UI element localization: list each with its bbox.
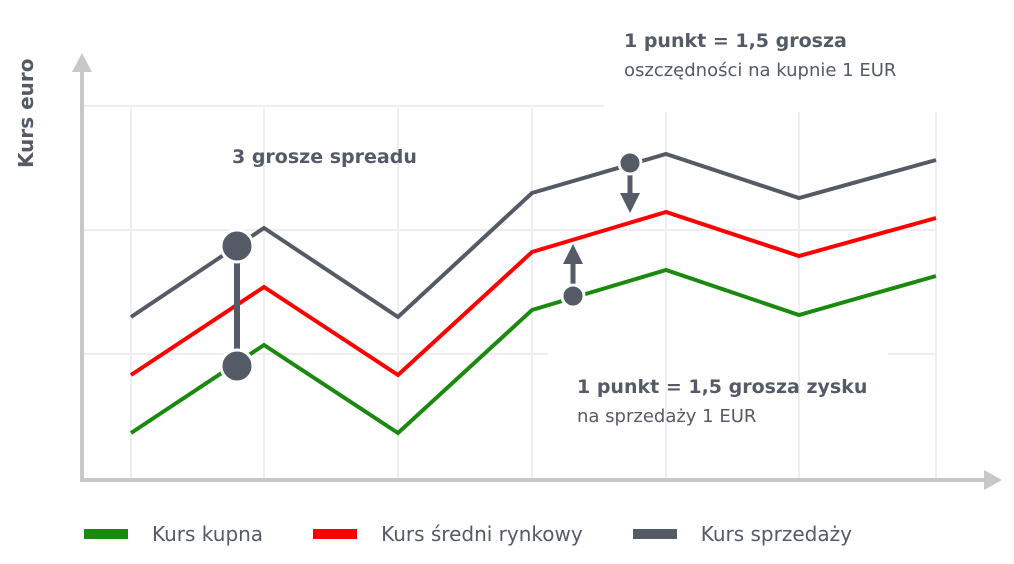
axes	[72, 53, 1002, 490]
series-kurs-sprzedazy	[129, 151, 937, 320]
spread-marker	[219, 228, 255, 384]
series-kurs-sredni	[129, 209, 937, 378]
sell-annotation-subtitle: na sprzedaży 1 EUR	[577, 406, 757, 427]
spread-annotation: 3 grosze spreadu	[232, 146, 417, 168]
legend-swatch-red	[313, 529, 358, 539]
legend: Kurs kupna Kurs średni rynkowy Kurs sprz…	[84, 522, 902, 546]
legend-item-sprzedazy: Kurs sprzedaży	[632, 522, 852, 546]
legend-label: Kurs sprzedaży	[700, 522, 852, 546]
sell-annotation-title: 1 punkt = 1,5 grosza zysku	[577, 376, 868, 398]
series-kurs-kupna	[129, 267, 937, 436]
legend-swatch-gray	[632, 529, 677, 539]
legend-item-kupna: Kurs kupna	[84, 522, 263, 546]
spread-annotation-text: 3 grosze spreadu	[232, 146, 417, 168]
legend-swatch-green	[84, 529, 128, 539]
buy-annotation-subtitle: oszczędności na kupnie 1 EUR	[624, 60, 897, 81]
legend-item-sredni: Kurs średni rynkowy	[313, 522, 583, 546]
buy-annotation: 1 punkt = 1,5 grosza oszczędności na kup…	[624, 30, 896, 81]
buy-annotation-title: 1 punkt = 1,5 grosza	[624, 30, 847, 52]
legend-label: Kurs średni rynkowy	[381, 522, 583, 546]
sell-arrow-marker	[560, 244, 586, 309]
y-axis-label: Kurs euro	[14, 58, 38, 168]
buy-arrow-marker	[617, 150, 643, 213]
sell-annotation: 1 punkt = 1,5 grosza zysku na sprzedaży …	[577, 376, 867, 427]
legend-label: Kurs kupna	[152, 522, 264, 546]
